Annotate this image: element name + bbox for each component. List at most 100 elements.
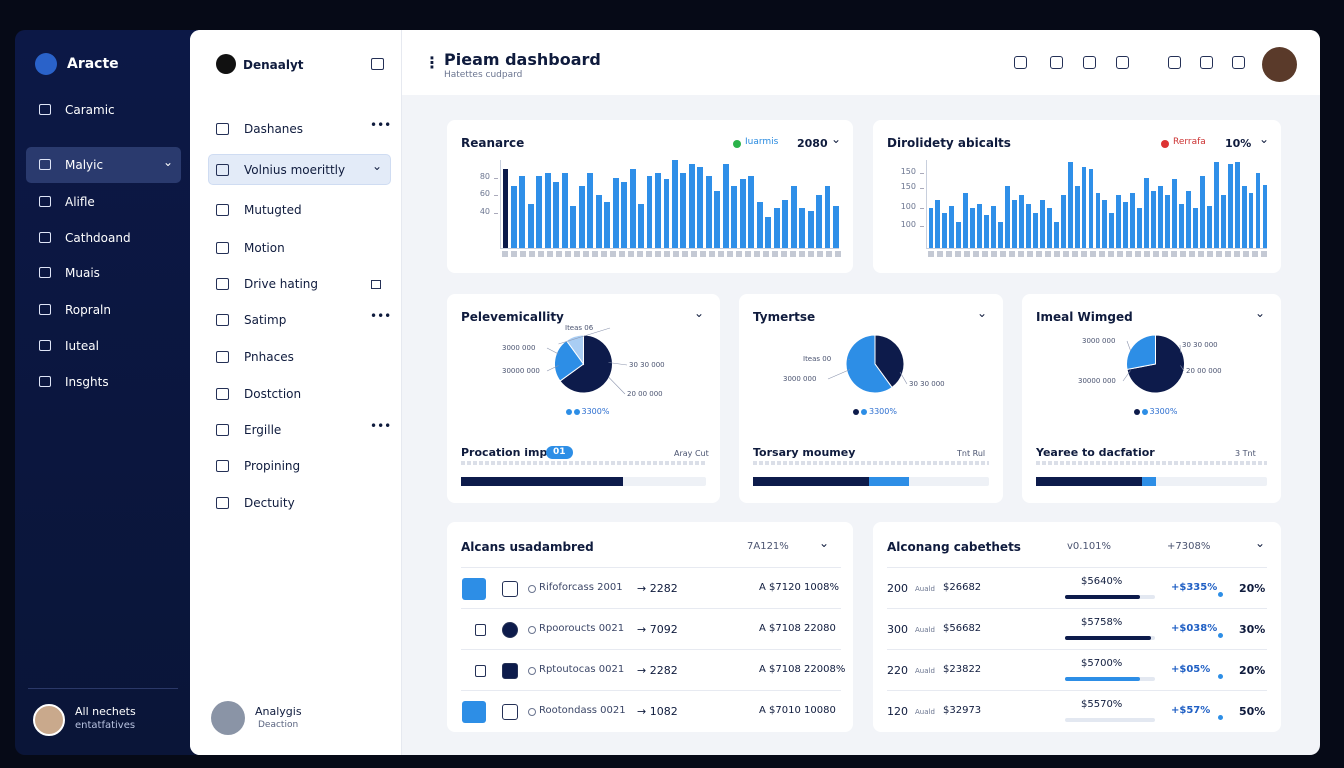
- footer-note: 3 Tnt: [1235, 449, 1256, 458]
- axis: [926, 248, 1267, 249]
- more[interactable]: •••: [370, 118, 392, 132]
- legend-dot: [861, 409, 867, 415]
- row-icon[interactable]: [475, 665, 486, 677]
- nav-icon[interactable]: [39, 267, 51, 278]
- nav-item: Cathdoand: [65, 231, 131, 245]
- divider: [461, 690, 841, 691]
- sidebar-icon[interactable]: [371, 280, 381, 289]
- more[interactable]: •••: [370, 309, 392, 323]
- bar: [790, 186, 797, 248]
- row-amount: A $7120 1008%: [759, 582, 839, 593]
- sidebar-icon[interactable]: [216, 164, 229, 176]
- bar: [1081, 167, 1087, 248]
- sidebar-icon[interactable]: [216, 424, 229, 436]
- user-role: entatfatives: [75, 720, 136, 731]
- header-icon[interactable]: [1116, 56, 1129, 69]
- header-icon[interactable]: [1014, 56, 1027, 69]
- cell: $5758%: [1081, 617, 1123, 628]
- sidebar-icon[interactable]: [216, 351, 229, 363]
- nav-icon[interactable]: [39, 340, 51, 351]
- chevron[interactable]: ⌄: [1255, 536, 1266, 550]
- more[interactable]: •••: [370, 419, 392, 433]
- cell: 20%: [1239, 582, 1266, 595]
- nav-icon[interactable]: [39, 304, 51, 315]
- header: [402, 30, 1320, 95]
- bar: [587, 173, 594, 248]
- chevron[interactable]: ⌄: [1259, 132, 1270, 146]
- card-title: Tymertse: [753, 310, 816, 324]
- icon[interactable]: [371, 58, 384, 70]
- nav-icon[interactable]: [39, 159, 51, 170]
- sidebar-item: Pnhaces: [244, 350, 294, 364]
- sidebar-icon[interactable]: [216, 204, 229, 216]
- bar: [697, 167, 704, 248]
- bar: [773, 208, 780, 248]
- pie-label: 30 30 000: [629, 361, 665, 369]
- divider: [887, 690, 1267, 691]
- bar: [1192, 208, 1198, 248]
- leader-line: [608, 376, 626, 395]
- bar: [1123, 202, 1129, 248]
- legend-dot: [733, 140, 741, 148]
- status-dot: [528, 626, 536, 634]
- chevron[interactable]: ⌄: [1255, 306, 1266, 320]
- row-icon[interactable]: [502, 622, 518, 638]
- profile-avatar[interactable]: [1262, 47, 1297, 82]
- row-icon[interactable]: [462, 701, 486, 723]
- bar: [536, 175, 543, 248]
- sidebar-icon[interactable]: [216, 278, 229, 290]
- table-card: Alcans usadambred 7A121% ⌄ Rifoforcass 2001…: [447, 522, 853, 732]
- nav-item: Malyic: [65, 158, 104, 172]
- header-icon[interactable]: [1200, 56, 1213, 69]
- sidebar-icon[interactable]: [216, 242, 229, 254]
- pie-label: Iteas 00: [803, 355, 832, 363]
- pie-card: Tymertse ⌄ Iteas 00 3000 000 30 30 000 3300% T…: [739, 294, 1003, 503]
- chevron[interactable]: ⌄: [831, 132, 842, 146]
- row-icon[interactable]: [462, 578, 486, 600]
- sidebar-icon[interactable]: [216, 123, 229, 135]
- sidebar-icon[interactable]: [216, 314, 229, 326]
- avatar: [211, 701, 245, 735]
- nav-icon[interactable]: [39, 232, 51, 243]
- divider: [461, 608, 841, 609]
- sidebar-icon[interactable]: [216, 460, 229, 472]
- chevron[interactable]: ⌄: [977, 306, 988, 320]
- sidebar-item: Mutugted: [244, 203, 302, 217]
- row-icon[interactable]: [502, 704, 518, 720]
- y-tick-label: 100: [900, 220, 916, 229]
- chevron[interactable]: ⌄: [163, 155, 174, 169]
- chevron[interactable]: ⌄: [372, 159, 383, 173]
- chart-card: Dirolidety abicalts Rerrafa 10% ⌄ 150 150 100 1…: [873, 120, 1281, 273]
- nav-active[interactable]: [26, 147, 181, 183]
- bar: [1032, 212, 1038, 248]
- row-icon[interactable]: [502, 581, 518, 597]
- bar: [991, 205, 996, 248]
- chevron[interactable]: ⌄: [819, 536, 830, 550]
- row-name: Rootondass 0021: [539, 705, 626, 716]
- bar: [570, 205, 577, 248]
- row-value: → 1082: [637, 705, 678, 718]
- chevron[interactable]: ⌄: [694, 306, 705, 320]
- header-icon[interactable]: [1083, 56, 1096, 69]
- bar: [1074, 186, 1080, 248]
- pie-card: Imeal Wimged ⌄ 3000 000 30000 000 30 30 000 2…: [1022, 294, 1281, 503]
- nav-icon[interactable]: [39, 104, 51, 115]
- header-icon[interactable]: [1168, 56, 1181, 69]
- nav-icon[interactable]: [39, 196, 51, 207]
- bar: [1144, 177, 1150, 248]
- sidebar-active[interactable]: [208, 154, 391, 185]
- pie-legend: 3300%: [581, 407, 610, 416]
- row-icon[interactable]: [502, 663, 518, 679]
- header-icon[interactable]: [1232, 56, 1245, 69]
- bar: [1046, 208, 1052, 248]
- sidebar-icon[interactable]: [216, 388, 229, 400]
- row-icon[interactable]: [475, 624, 486, 636]
- sidebar-icon[interactable]: [216, 497, 229, 509]
- menu[interactable]: ⋮: [424, 53, 440, 72]
- bar: [1067, 161, 1073, 248]
- legend-dot: [1133, 409, 1140, 415]
- bar: [714, 190, 721, 248]
- sidebar-item: Satimp: [244, 313, 287, 327]
- nav-icon[interactable]: [39, 376, 51, 387]
- header-icon[interactable]: [1050, 56, 1063, 69]
